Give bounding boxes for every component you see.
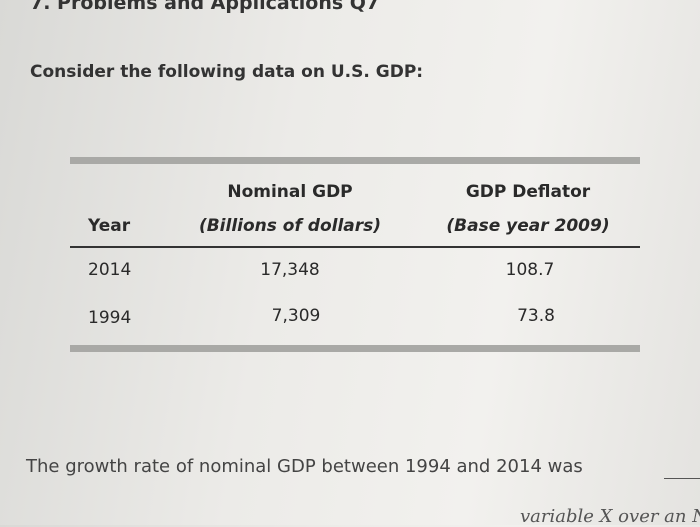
- header-cell: GDP Deflator: [465, 182, 591, 202]
- answer-blank: [664, 478, 700, 479]
- header-cell: (Base year 2009): [446, 216, 610, 236]
- header-cell: Year: [88, 216, 131, 236]
- table-cell: 108.7: [505, 260, 555, 280]
- table-cell: 2014: [88, 260, 132, 280]
- table-cell: 17,348: [260, 260, 320, 280]
- intro: Consider the following data on U.S. GDP:: [30, 62, 424, 82]
- header-cell: (Billions of dollars): [198, 216, 382, 236]
- table-cell: 7,309: [271, 306, 321, 326]
- table-cell: 1994: [88, 308, 132, 328]
- title: 7. Problems and Applications Q7: [30, 0, 380, 14]
- table-cell: 73.8: [517, 306, 555, 326]
- header-rule: [70, 246, 640, 248]
- question: The growth rate of nominal GDP between 1…: [26, 456, 583, 477]
- footer-fragment: variable X over an N-: [520, 506, 700, 527]
- table-top-bar: [70, 157, 640, 164]
- header-cell: Nominal GDP: [227, 182, 353, 202]
- table-bottom-bar: [70, 345, 640, 352]
